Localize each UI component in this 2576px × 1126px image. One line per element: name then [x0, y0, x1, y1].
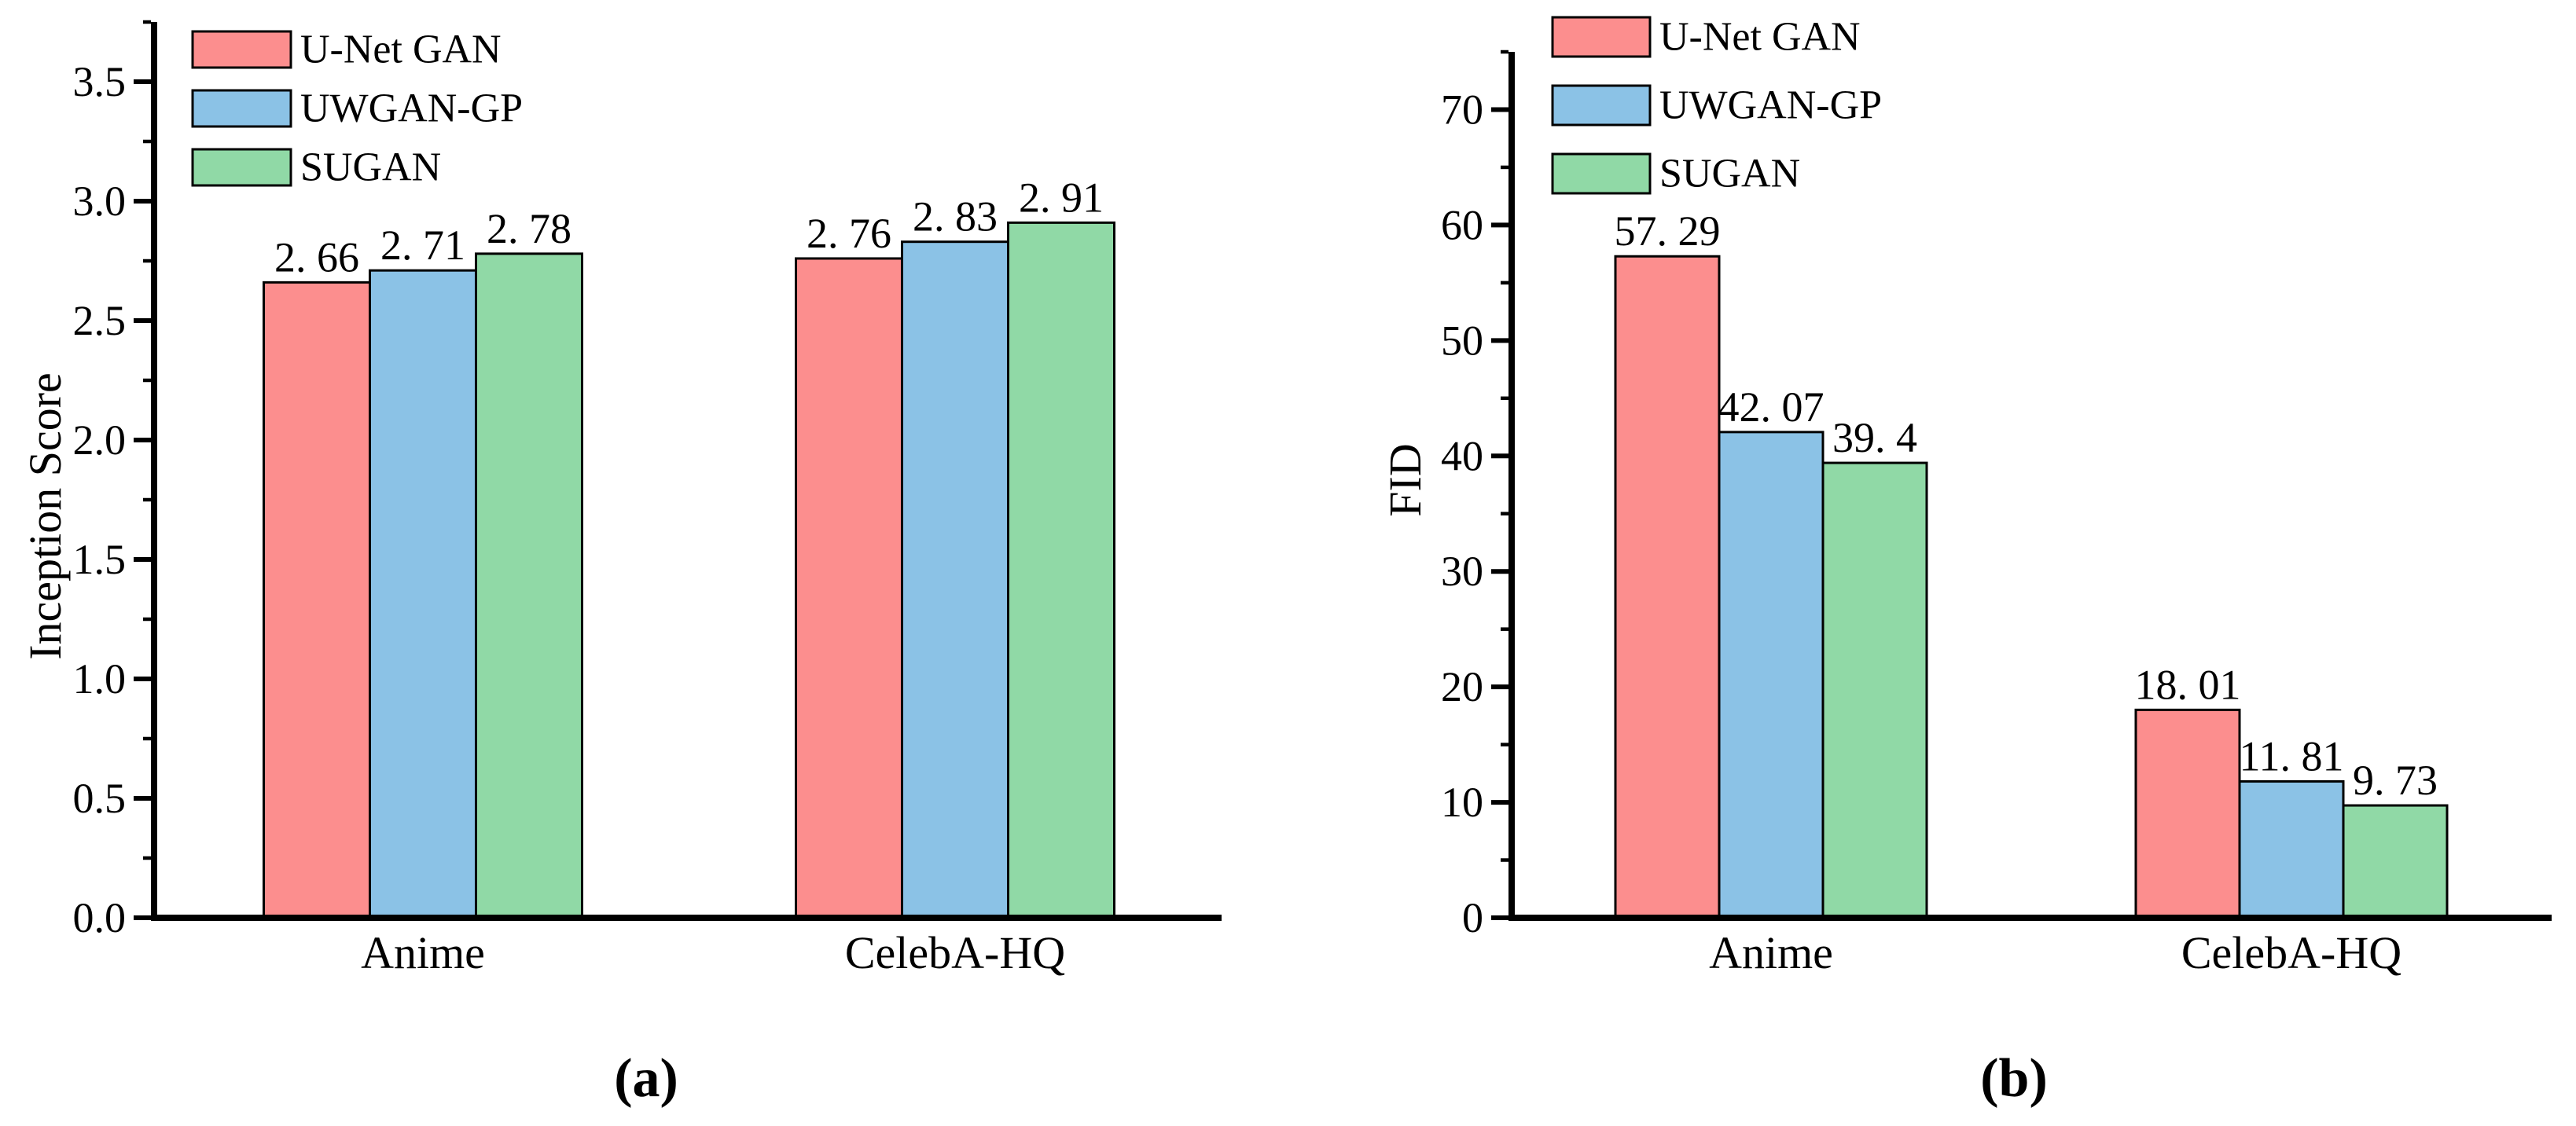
bar-b-uwgan-gp-anime	[1718, 431, 1825, 919]
bar-value-label: 2. 71	[380, 222, 465, 269]
y-tick-label: 40	[1441, 432, 1483, 479]
chart-b-y-axis-title: FID	[1380, 443, 1431, 517]
x-category-label-celeba-hq: CelebA-HQ	[2181, 927, 2401, 978]
bar-value-label: 2. 83	[913, 193, 998, 240]
bar-a-sugan-anime	[475, 252, 583, 919]
y-tick-label: 1.0	[73, 655, 127, 702]
y-tick-label: 0.5	[73, 775, 127, 822]
y-tick-label: 60	[1441, 201, 1483, 248]
legend-label: U-Net GAN	[300, 28, 502, 72]
bar-b-u-net-gan-celeba-hq	[2134, 708, 2241, 919]
legend-swatch-u-net-gan	[191, 30, 292, 69]
y-tick-label: 10	[1441, 779, 1483, 826]
y-tick-label: 70	[1441, 86, 1483, 133]
x-category-label-anime: Anime	[361, 927, 485, 978]
y-tick-label: 2.5	[73, 297, 127, 344]
legend-label: UWGAN-GP	[1659, 83, 1882, 128]
legend-swatch-sugan	[191, 148, 292, 187]
x-category-label-anime: Anime	[1709, 927, 1833, 978]
legend-b: U-Net GAN UWGAN-GP SUGAN	[1551, 15, 1882, 196]
bar-a-sugan-celeba-hq	[1007, 221, 1115, 919]
legend-swatch-uwgan-gp	[191, 89, 292, 128]
bar-value-label: 9. 73	[2353, 757, 2438, 804]
legend-label: UWGAN-GP	[300, 86, 523, 131]
bar-value-label: 2. 78	[487, 205, 571, 252]
bar-value-label: 2. 66	[274, 233, 359, 281]
chart-a: 2. 66 2. 71 2. 78 Anime 2. 76 2. 83 2. 91 Celeb…	[73, 20, 1222, 978]
bar-b-sugan-celeba-hq	[2342, 804, 2449, 919]
y-tick-label: 0	[1462, 894, 1483, 941]
bar-value-label: 2. 76	[807, 210, 891, 257]
y-tick-label: 50	[1441, 317, 1483, 364]
bar-value-label: 11. 81	[2240, 732, 2344, 779]
legend-label: SUGAN	[300, 145, 441, 190]
y-tick-label: 2.0	[73, 416, 127, 464]
y-tick-label: 30	[1441, 548, 1483, 595]
chart-a-caption: (a)	[614, 1048, 678, 1109]
legend-label: SUGAN	[1659, 152, 1800, 196]
bar-value-label: 42. 07	[1718, 383, 1825, 431]
bar-value-label: 18. 01	[2135, 661, 2241, 708]
chart-b-caption: (b)	[1980, 1048, 2048, 1109]
legend-swatch-uwgan-gp	[1551, 84, 1652, 127]
y-tick-label: 3.5	[73, 58, 127, 105]
y-tick-label: 20	[1441, 663, 1483, 710]
bar-a-uwgan-gp-celeba-hq	[901, 240, 1009, 919]
bar-a-uwgan-gp-anime	[369, 269, 477, 919]
bar-value-label: 39. 4	[1832, 414, 1917, 461]
bar-a-u-net-gan-anime	[263, 281, 371, 919]
legend-swatch-u-net-gan	[1551, 16, 1652, 58]
legend-a: U-Net GAN UWGAN-GP SUGAN	[191, 28, 523, 190]
legend-label: U-Net GAN	[1659, 15, 1861, 60]
y-tick-label: 1.5	[73, 536, 127, 583]
bar-b-sugan-anime	[1821, 461, 1928, 919]
legend-swatch-sugan	[1551, 152, 1652, 195]
bar-value-label: 57. 29	[1615, 207, 1721, 255]
chart-a-y-axis-title: Inception Score	[20, 372, 71, 660]
x-category-label-celeba-hq: CelebA-HQ	[845, 927, 1065, 978]
bar-b-uwgan-gp-celeba-hq	[2238, 779, 2345, 919]
bar-b-u-net-gan-anime	[1614, 255, 1721, 919]
bar-a-u-net-gan-celeba-hq	[795, 257, 903, 919]
bar-value-label: 2. 91	[1019, 174, 1104, 221]
y-tick-label: 3.0	[73, 178, 127, 225]
y-tick-label: 0.0	[73, 894, 127, 941]
